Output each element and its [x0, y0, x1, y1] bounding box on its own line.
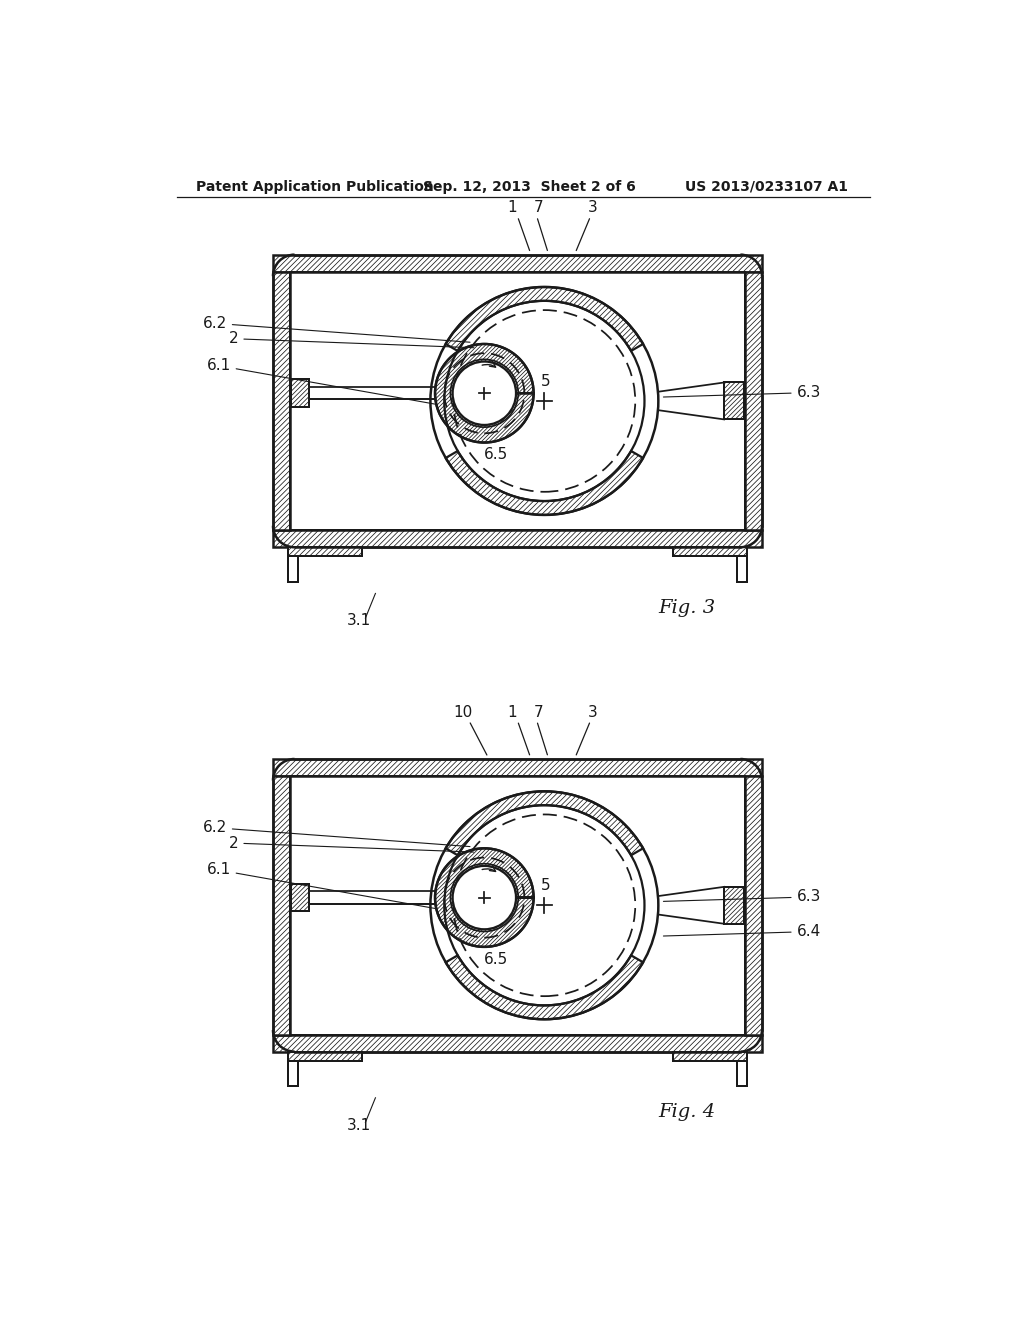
Polygon shape — [674, 1052, 746, 1061]
Text: US 2013/0233107 A1: US 2013/0233107 A1 — [685, 180, 848, 194]
Polygon shape — [445, 451, 643, 515]
Polygon shape — [273, 272, 290, 531]
Text: 6.2: 6.2 — [203, 820, 470, 846]
Polygon shape — [674, 548, 746, 557]
Polygon shape — [273, 776, 290, 1035]
Text: 6.5: 6.5 — [483, 447, 508, 462]
Text: 6.3: 6.3 — [664, 385, 821, 400]
Polygon shape — [445, 792, 643, 855]
Circle shape — [453, 362, 516, 425]
Text: 6.5: 6.5 — [483, 952, 508, 966]
Text: 6.1: 6.1 — [207, 358, 436, 404]
Polygon shape — [289, 1052, 361, 1061]
Text: 6.3: 6.3 — [664, 890, 821, 904]
Polygon shape — [289, 548, 361, 557]
Polygon shape — [745, 776, 762, 1035]
Text: Fig. 4: Fig. 4 — [658, 1104, 715, 1121]
Text: 3.1: 3.1 — [346, 612, 371, 628]
Text: 3: 3 — [588, 705, 598, 719]
Text: 3.1: 3.1 — [346, 1118, 371, 1133]
Polygon shape — [291, 884, 309, 911]
Text: 10: 10 — [454, 705, 472, 719]
Polygon shape — [435, 849, 534, 946]
Text: Fig. 3: Fig. 3 — [658, 599, 715, 616]
Polygon shape — [273, 531, 762, 548]
Polygon shape — [445, 956, 643, 1019]
Text: Patent Application Publication: Patent Application Publication — [196, 180, 434, 194]
Text: 7: 7 — [534, 705, 543, 719]
Text: 2: 2 — [228, 836, 474, 853]
Polygon shape — [291, 379, 309, 407]
Text: 2: 2 — [228, 331, 474, 347]
Text: 6.1: 6.1 — [207, 862, 436, 908]
Polygon shape — [724, 887, 744, 924]
Text: 7: 7 — [534, 201, 543, 215]
Polygon shape — [435, 345, 534, 442]
Polygon shape — [724, 383, 744, 420]
Text: 3: 3 — [588, 201, 598, 215]
Polygon shape — [445, 286, 643, 351]
Text: 5: 5 — [542, 374, 551, 388]
Polygon shape — [273, 1035, 762, 1052]
Circle shape — [453, 866, 516, 929]
Polygon shape — [273, 255, 762, 272]
Text: Sep. 12, 2013  Sheet 2 of 6: Sep. 12, 2013 Sheet 2 of 6 — [423, 180, 636, 194]
Polygon shape — [745, 272, 762, 531]
Text: 1: 1 — [507, 705, 517, 719]
Text: 6.4: 6.4 — [664, 924, 821, 939]
Polygon shape — [273, 759, 762, 776]
Text: 1: 1 — [507, 201, 517, 215]
Text: 5: 5 — [542, 878, 551, 892]
Text: 6.2: 6.2 — [203, 315, 470, 342]
